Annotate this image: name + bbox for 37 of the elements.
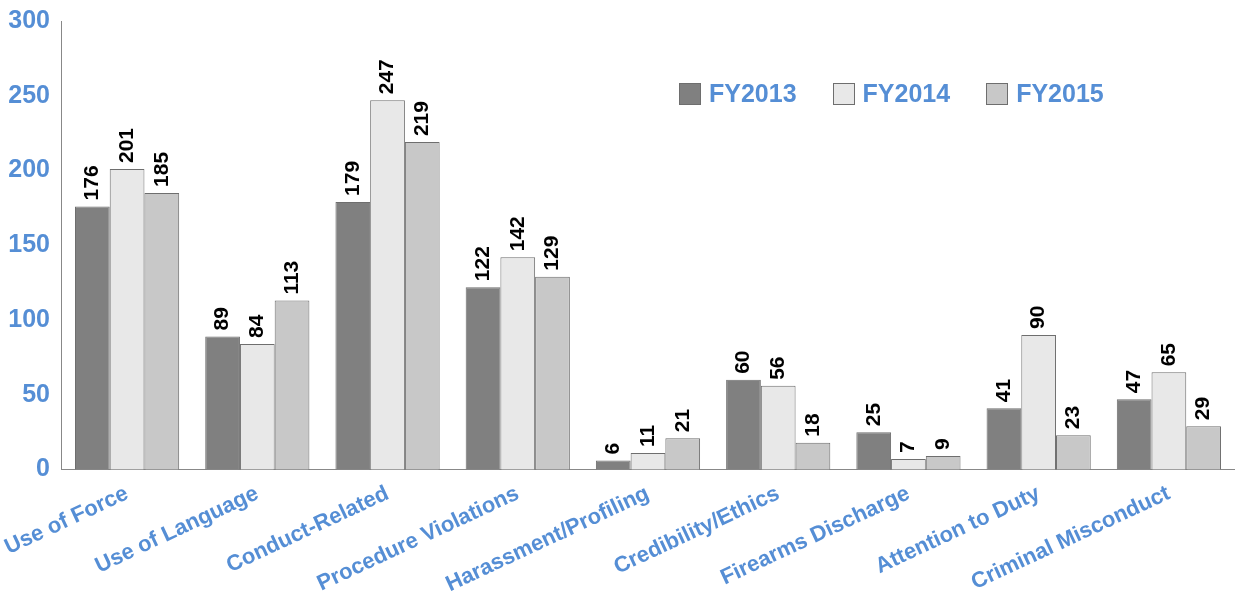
y-tick-label: 50	[22, 378, 50, 407]
y-tick-label: 150	[8, 229, 50, 258]
data-label: 129	[539, 235, 563, 271]
data-label: 60	[730, 350, 754, 374]
data-label: 18	[799, 412, 823, 437]
data-label: 113	[278, 260, 302, 295]
data-label: 41	[990, 378, 1014, 403]
data-label: 56	[765, 356, 789, 380]
y-tick-label: 300	[8, 4, 50, 33]
data-label: 219	[409, 101, 433, 137]
y-tick-label: 100	[8, 303, 50, 332]
data-label: 47	[1120, 369, 1144, 394]
data-label: 25	[860, 402, 884, 427]
data-label: 201	[113, 127, 137, 164]
y-tick-label: 250	[8, 79, 50, 108]
data-label: 6	[600, 442, 624, 455]
data-label: 122	[469, 246, 493, 282]
data-label: 65	[1155, 342, 1179, 367]
data-label: 179	[339, 160, 363, 196]
data-label: 176	[79, 165, 103, 201]
data-label: 185	[148, 151, 172, 187]
data-label: 89	[209, 307, 233, 331]
legend-label: FY2014	[862, 79, 951, 108]
data-label: 90	[1025, 305, 1049, 329]
legend-label: FY2015	[1016, 79, 1104, 108]
data-label: 9	[929, 438, 953, 451]
data-label: 29	[1190, 396, 1214, 421]
data-label: 7	[895, 441, 919, 454]
data-label: 11	[634, 424, 658, 448]
data-label: 142	[504, 216, 528, 252]
data-label: 247	[374, 59, 398, 95]
legend-label: FY2013	[709, 79, 797, 108]
data-label: 23	[1060, 405, 1084, 430]
y-tick-label: 200	[8, 154, 50, 183]
y-tick-label: 0	[36, 453, 50, 482]
data-label: 21	[669, 408, 693, 433]
data-label: 84	[244, 314, 268, 338]
